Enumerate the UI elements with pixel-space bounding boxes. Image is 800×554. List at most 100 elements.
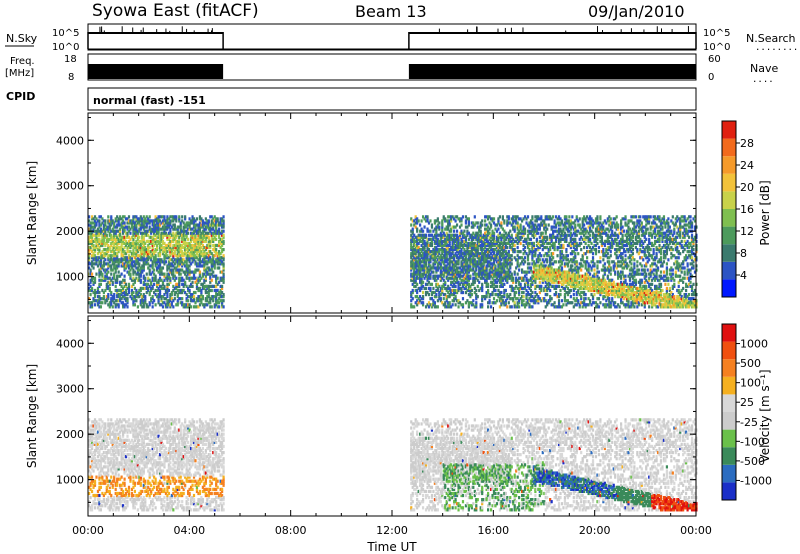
power-cell <box>114 270 117 274</box>
power-cell <box>99 231 103 235</box>
power-cell <box>447 247 450 252</box>
power-cell <box>487 233 490 237</box>
power-cell <box>516 245 519 250</box>
power-cell <box>420 282 423 286</box>
power-cell <box>481 264 484 268</box>
power-cell <box>93 221 97 225</box>
power-cell <box>96 227 100 231</box>
power-cell <box>410 299 413 303</box>
power-cell <box>123 303 126 307</box>
power-cell <box>430 223 434 227</box>
power-cell <box>175 270 178 274</box>
power-cell <box>136 247 139 252</box>
power-cell <box>158 295 162 299</box>
power-cell <box>191 233 194 237</box>
power-cell <box>105 237 108 241</box>
power-cell <box>102 252 105 256</box>
power-cell <box>219 260 222 264</box>
power-cell <box>498 272 502 276</box>
power-cell <box>194 237 197 241</box>
power-cell <box>498 250 502 254</box>
power-cell <box>145 250 148 254</box>
power-cell <box>155 239 159 243</box>
power-cell <box>569 252 572 256</box>
power-cell <box>467 223 470 227</box>
power-cell <box>510 286 513 291</box>
power-cell <box>451 237 454 241</box>
power-cell <box>523 260 527 264</box>
power-cell <box>102 231 105 235</box>
power-cell <box>139 272 142 276</box>
power-cell <box>222 219 225 223</box>
power-cell <box>489 256 493 260</box>
power-cell <box>175 219 178 223</box>
power-cell <box>93 254 97 258</box>
power-cell <box>414 239 417 243</box>
power-cell <box>421 229 425 233</box>
power-cell <box>173 250 176 254</box>
power-cell <box>121 262 125 266</box>
power-cell <box>417 254 420 258</box>
power-cell <box>566 233 569 237</box>
power-cell <box>488 262 491 266</box>
power-cell <box>476 284 479 288</box>
power-cell <box>95 223 98 227</box>
power-cell <box>544 264 547 268</box>
power-cell <box>136 305 139 309</box>
power-cell <box>414 276 417 280</box>
power-cell <box>99 282 103 286</box>
power-cell <box>562 227 565 231</box>
power-cell <box>572 288 575 293</box>
power-cell <box>136 217 139 221</box>
power-cell <box>500 274 503 278</box>
power-cell <box>433 245 436 250</box>
power-cell <box>426 217 429 221</box>
power-cell <box>532 278 536 282</box>
power-cell <box>572 237 575 241</box>
power-cell <box>427 270 431 274</box>
power-cell <box>432 303 435 307</box>
power-cell <box>117 303 120 307</box>
power-cell <box>153 258 156 262</box>
power-cell <box>544 305 547 309</box>
freq-tick-high: 18 <box>64 54 77 65</box>
power-cell <box>410 229 413 233</box>
power-cell <box>503 254 506 258</box>
power-cell <box>96 239 100 243</box>
power-cell <box>148 252 151 256</box>
power-cell <box>429 272 432 276</box>
power-cell <box>179 256 182 260</box>
power-cell <box>411 229 414 233</box>
power-cell <box>501 278 504 282</box>
power-cell <box>532 241 536 246</box>
power-cell <box>464 256 468 260</box>
power-cell <box>104 221 107 225</box>
power-cell <box>136 278 139 282</box>
power-cell <box>164 305 168 309</box>
power-cell <box>553 235 556 239</box>
power-cell <box>181 288 184 293</box>
power-cell <box>151 295 154 299</box>
power-cell <box>460 229 463 233</box>
power-cell <box>192 233 196 237</box>
power-cell <box>500 239 503 243</box>
power-cell <box>191 254 194 258</box>
power-cell <box>222 233 225 237</box>
power-cell <box>544 229 547 233</box>
power-cell <box>444 270 447 274</box>
power-cell <box>510 247 513 252</box>
power-cell <box>460 286 463 291</box>
power-cell <box>572 245 575 250</box>
power-cell <box>135 276 138 280</box>
power-cell <box>571 233 574 237</box>
power-cell <box>436 276 439 280</box>
power-cell <box>532 231 536 235</box>
power-cell <box>138 227 141 231</box>
power-cell <box>136 295 139 299</box>
power-cell <box>488 215 491 219</box>
power-cell <box>105 272 108 276</box>
power-cell <box>432 264 435 268</box>
power-cell <box>444 260 447 264</box>
power-cell <box>430 225 434 229</box>
power-cell <box>102 295 105 299</box>
